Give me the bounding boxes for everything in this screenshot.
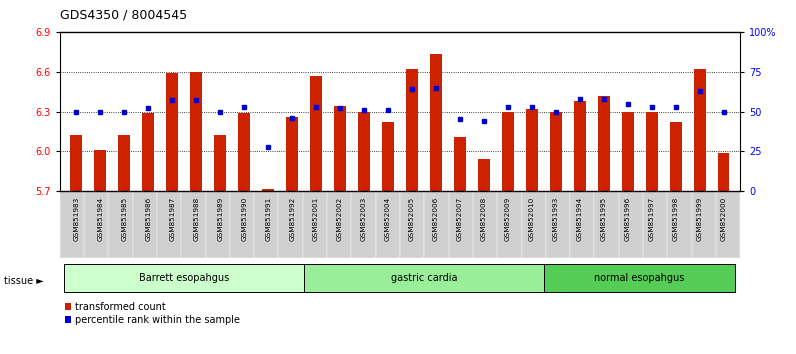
- Text: GSM851998: GSM851998: [673, 196, 678, 241]
- Text: GSM852009: GSM852009: [505, 196, 511, 241]
- Bar: [71, 136, 83, 191]
- Text: GSM852007: GSM852007: [457, 196, 463, 241]
- Text: GSM852003: GSM852003: [361, 196, 367, 241]
- Bar: [693, 69, 705, 191]
- Text: GSM852006: GSM852006: [433, 196, 439, 241]
- Text: GSM852002: GSM852002: [337, 196, 343, 241]
- Text: GSM851987: GSM851987: [170, 196, 175, 241]
- Bar: [190, 72, 202, 191]
- Text: tissue ►: tissue ►: [4, 276, 44, 286]
- Bar: [119, 136, 131, 191]
- Text: GSM851992: GSM851992: [289, 196, 295, 241]
- Text: normal esopahgus: normal esopahgus: [595, 273, 685, 283]
- Bar: [430, 55, 442, 191]
- Text: GSM851985: GSM851985: [122, 196, 127, 241]
- Bar: [382, 122, 394, 191]
- Text: GSM851986: GSM851986: [146, 196, 151, 241]
- Text: GSM851994: GSM851994: [577, 196, 583, 241]
- Bar: [501, 112, 514, 191]
- Text: GSM851997: GSM851997: [649, 196, 654, 241]
- Bar: [598, 96, 610, 191]
- Bar: [64, 263, 304, 292]
- Bar: [717, 153, 729, 191]
- Bar: [304, 263, 544, 292]
- Text: GSM851983: GSM851983: [73, 196, 80, 241]
- Text: GSM851993: GSM851993: [552, 196, 559, 241]
- Legend: transformed count, percentile rank within the sample: transformed count, percentile rank withi…: [64, 302, 240, 325]
- Bar: [95, 150, 107, 191]
- Text: GSM851989: GSM851989: [217, 196, 223, 241]
- Bar: [478, 159, 490, 191]
- Bar: [214, 136, 226, 191]
- Bar: [574, 101, 586, 191]
- Text: GSM851984: GSM851984: [97, 196, 103, 241]
- Bar: [550, 112, 562, 191]
- Text: GSM852000: GSM852000: [720, 196, 727, 241]
- Bar: [238, 113, 250, 191]
- Text: GSM851996: GSM851996: [625, 196, 630, 241]
- Text: GSM851990: GSM851990: [241, 196, 248, 241]
- Text: GSM852008: GSM852008: [481, 196, 487, 241]
- Bar: [622, 112, 634, 191]
- Bar: [544, 263, 736, 292]
- Text: GSM851988: GSM851988: [193, 196, 199, 241]
- Bar: [262, 189, 274, 191]
- Bar: [526, 109, 538, 191]
- Bar: [406, 69, 418, 191]
- Bar: [310, 76, 322, 191]
- Bar: [166, 73, 178, 191]
- Text: GSM852004: GSM852004: [385, 196, 391, 241]
- Text: GSM851999: GSM851999: [696, 196, 703, 241]
- Text: Barrett esopahgus: Barrett esopahgus: [139, 273, 229, 283]
- Text: GSM852010: GSM852010: [529, 196, 535, 241]
- Bar: [334, 106, 346, 191]
- Text: GSM851991: GSM851991: [265, 196, 271, 241]
- Bar: [142, 113, 154, 191]
- Text: gastric cardia: gastric cardia: [391, 273, 457, 283]
- Bar: [669, 122, 681, 191]
- Bar: [358, 112, 370, 191]
- Bar: [646, 112, 657, 191]
- Text: GDS4350 / 8004545: GDS4350 / 8004545: [60, 8, 187, 21]
- Text: GSM851995: GSM851995: [601, 196, 607, 241]
- Text: GSM852001: GSM852001: [313, 196, 319, 241]
- Bar: [286, 117, 298, 191]
- Text: GSM852005: GSM852005: [409, 196, 415, 241]
- Bar: [454, 137, 466, 191]
